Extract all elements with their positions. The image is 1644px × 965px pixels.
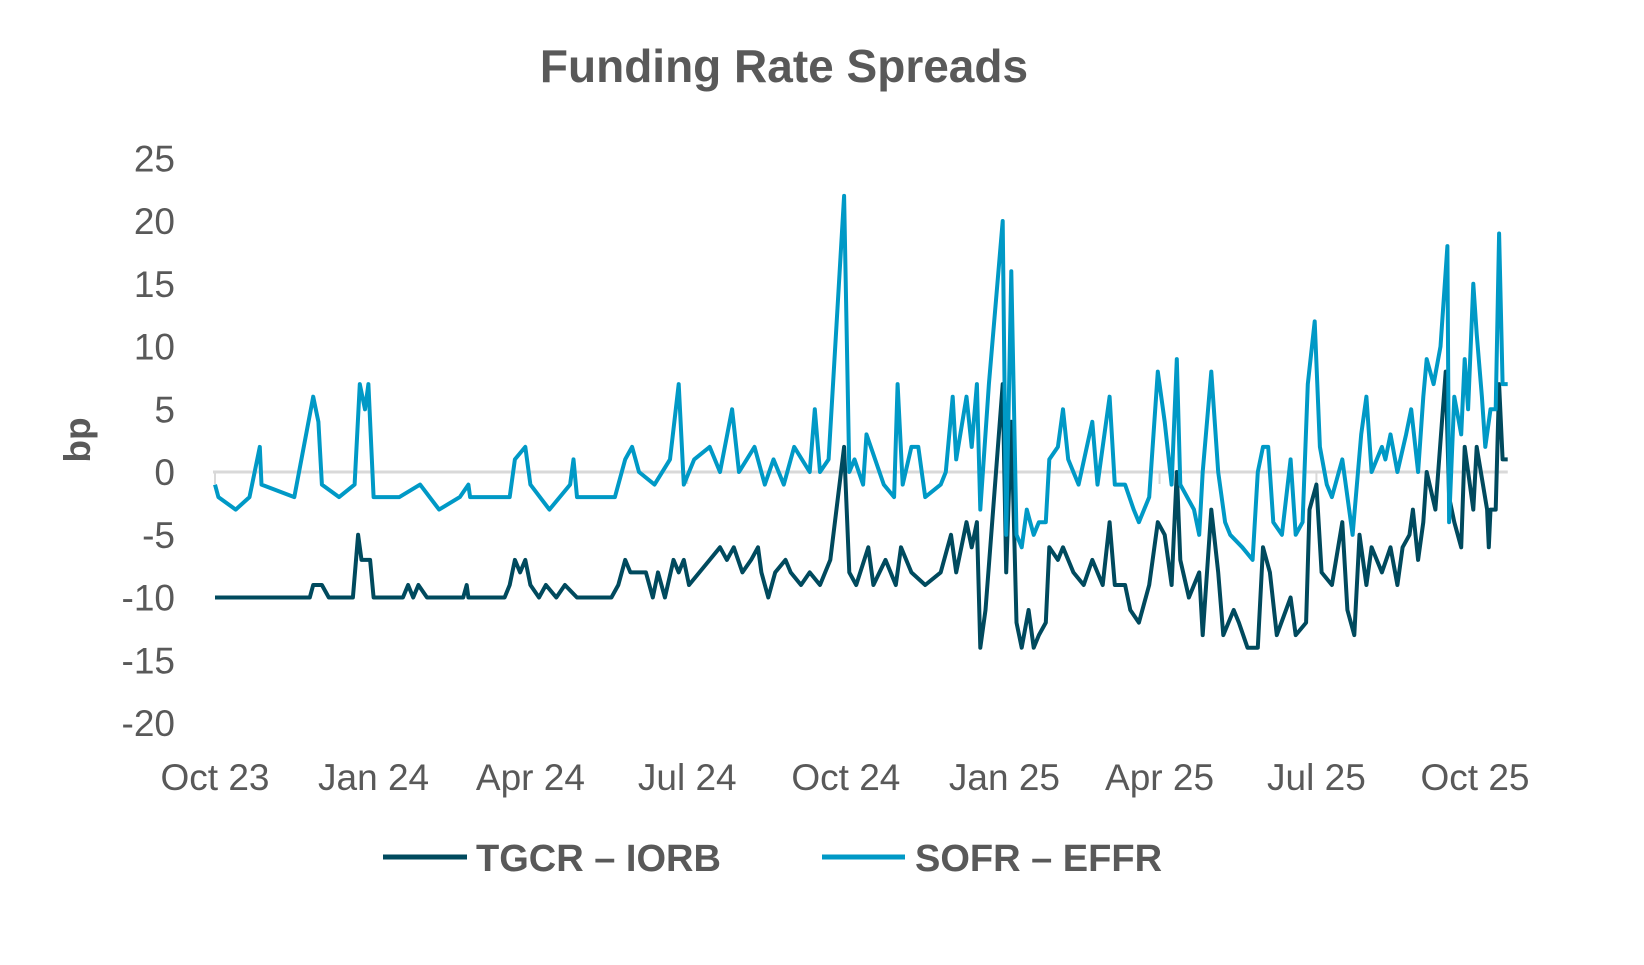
x-tick-label: Oct 23 (161, 757, 270, 798)
y-tick-label: -10 (122, 578, 175, 619)
x-tick-label: Oct 25 (1421, 757, 1530, 798)
legend-label-sofr-effr: SOFR – EFFR (915, 838, 1162, 880)
x-tick-label: Apr 24 (476, 757, 585, 798)
series-line-tgcr-iorb (215, 369, 1508, 650)
y-tick-label: -20 (122, 703, 175, 744)
y-tick-label: -5 (142, 515, 175, 556)
x-tick-label: Jan 24 (318, 757, 429, 798)
y-tick-label: 15 (134, 264, 175, 305)
series-line-sofr-effr (213, 193, 1508, 562)
y-tick-label: -15 (122, 640, 175, 681)
legend-label-tgcr-iorb: TGCR – IORB (476, 838, 721, 880)
legend: TGCR – IORB SOFR – EFFR (383, 838, 1162, 880)
x-tick-label: Oct 24 (791, 757, 900, 798)
x-tick-label: Apr 25 (1105, 757, 1214, 798)
y-tick-label: 25 (134, 138, 175, 179)
y-tick-label: 0 (154, 452, 175, 493)
y-tick-label: 20 (134, 201, 175, 242)
chart-title: Funding Rate Spreads (540, 40, 1028, 92)
x-tick-label: Jan 25 (949, 757, 1060, 798)
y-tick-label: 5 (154, 389, 175, 430)
y-tick-label: 10 (134, 327, 175, 368)
x-tick-label: Jul 25 (1267, 757, 1366, 798)
x-tick-label: Jul 24 (638, 757, 737, 798)
y-axis-label: bp (57, 417, 98, 462)
